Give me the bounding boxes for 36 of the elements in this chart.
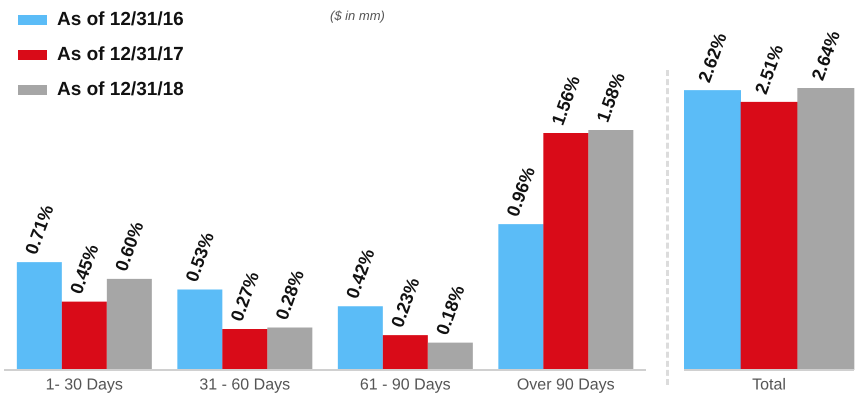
data-label: 2.64% <box>808 28 844 83</box>
data-label: 0.71% <box>21 202 58 258</box>
x-tick-label: Over 90 Days <box>516 376 615 394</box>
bar <box>267 327 312 370</box>
bar <box>106 278 152 370</box>
data-label: 0.27% <box>226 269 263 324</box>
bar <box>588 130 634 370</box>
data-label: 0.96% <box>502 164 539 220</box>
data-label: 1.56% <box>548 73 584 128</box>
bar <box>543 133 588 370</box>
data-label: 2.51% <box>751 42 788 97</box>
bar <box>498 224 544 370</box>
bar <box>62 302 107 370</box>
data-label: 2.62% <box>694 30 731 86</box>
data-label: 0.18% <box>432 282 468 338</box>
x-tick-label: 1- 30 Days <box>46 376 123 394</box>
data-label: 0.45% <box>66 242 102 297</box>
bar <box>338 306 383 370</box>
legend-label: As of 12/31/17 <box>57 44 184 66</box>
legend-label: As of 12/31/18 <box>57 78 184 100</box>
data-label: 0.53% <box>182 230 218 284</box>
bar <box>222 328 268 370</box>
data-label: 0.42% <box>342 246 378 302</box>
bar <box>177 289 222 370</box>
bar <box>428 342 473 370</box>
chart-subtitle: ($ in mm) <box>330 8 385 23</box>
x-tick-label: 61 - 90 Days <box>360 376 451 394</box>
x-tick-label: Total <box>752 376 786 394</box>
legend-label: As of 12/31/16 <box>57 8 184 30</box>
bar <box>16 262 62 370</box>
data-label: 0.28% <box>272 268 308 322</box>
x-tick-label: 31 - 60 Days <box>199 376 290 394</box>
data-label: 0.23% <box>387 275 424 330</box>
data-label: 0.60% <box>111 218 148 274</box>
bar <box>382 335 428 370</box>
data-label: 1.58% <box>592 70 629 125</box>
